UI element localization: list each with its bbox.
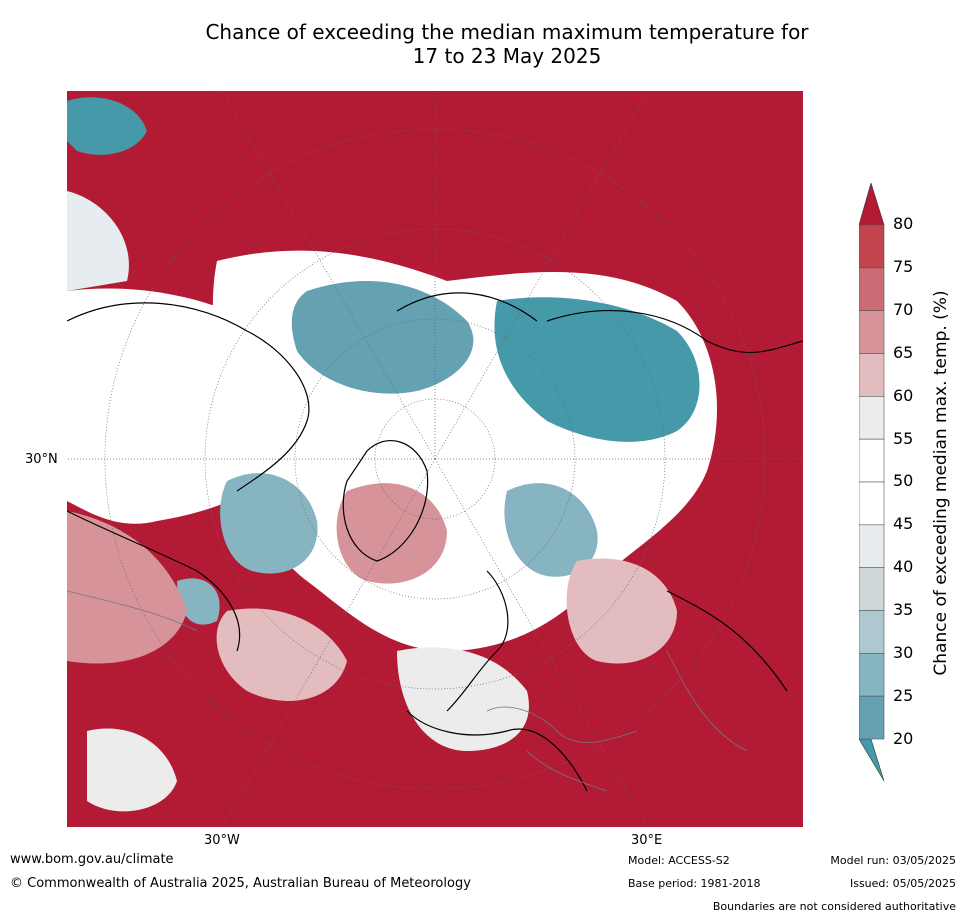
region-moderate-greenland [336,483,447,584]
region-moderate-usa [67,511,187,664]
polar-probability-map [67,91,803,827]
map-title-line1: Chance of exceeding the median maximum t… [205,20,809,44]
colorbar-tick-75: 75 [893,257,914,276]
region-low-atlantic [177,578,220,625]
map-canvas [67,91,803,827]
region-low-greenland-arctic [291,281,474,394]
footer-base-period: Base period: 1981-2018 [628,877,761,890]
footer-model-run: Model run: 03/05/2025 [830,854,956,867]
region-moderate-northatlantic [216,608,347,701]
colorbar-tick-70: 70 [893,300,914,319]
footer-disclaimer: Boundaries are not considered authoritat… [712,900,956,913]
colorbar-segment [859,567,885,611]
region-low-siberia [494,297,700,442]
colorbar-segment [859,481,885,526]
graticule [67,91,803,827]
country-borders [67,590,748,792]
region-low-canada [220,473,318,574]
region-neutral-pacific [87,728,177,812]
colorbar-tick-40: 40 [893,557,914,576]
colorbar-segment [859,267,885,311]
colorbar-segment [859,396,885,440]
colorbar [859,183,885,782]
footer-website: www.bom.gov.au/climate [10,852,174,867]
latitude-label-30n: 30°N [25,452,58,467]
colorbar-tick-50: 50 [893,471,914,490]
footer-issued: Issued: 05/05/2025 [849,877,956,890]
region-moderate-russia [566,558,677,664]
region-neutral-europe [397,647,529,751]
colorbar-segment [859,310,885,354]
colorbar-segment [859,224,885,269]
colorbar-segment [859,653,885,697]
colorbar-tick-30: 30 [893,643,914,662]
colorbar-tick-65: 65 [893,343,914,362]
longitude-label-30e: 30°E [631,833,663,848]
colorbar-tick-80: 80 [893,214,914,233]
colorbar-tick-45: 45 [893,514,914,533]
coastlines [67,292,803,792]
colorbar-segment [859,610,885,654]
colorbar-title: Chance of exceeding median max. temp. (%… [931,290,951,676]
colorbar-tick-60: 60 [893,386,914,405]
colorbar-top-arrow [859,183,885,226]
colorbar-tick-20: 20 [893,729,914,748]
region-low-alaska [67,97,147,155]
colorbar-bottom-arrow [859,738,885,782]
map-title: Chance of exceeding the median maximum t… [0,20,965,68]
longitude-label-30w: 30°W [204,833,240,848]
region-neutral-northwest [67,191,129,291]
footer-model: Model: ACCESS-S2 [628,854,730,867]
map-title-line2: 17 to 23 May 2025 [412,44,602,68]
region-low-scandinavia [504,483,598,577]
colorbar-segment [859,524,885,568]
footer-copyright: © Commonwealth of Australia 2025, Austra… [10,876,471,891]
colorbar-tick-35: 35 [893,600,914,619]
colorbar-segments [859,224,885,740]
colorbar-segment [859,353,885,397]
colorbar-tick-25: 25 [893,686,914,705]
colorbar-tick-55: 55 [893,429,914,448]
colorbar-segment [859,438,885,483]
colorbar-segment [859,695,885,740]
